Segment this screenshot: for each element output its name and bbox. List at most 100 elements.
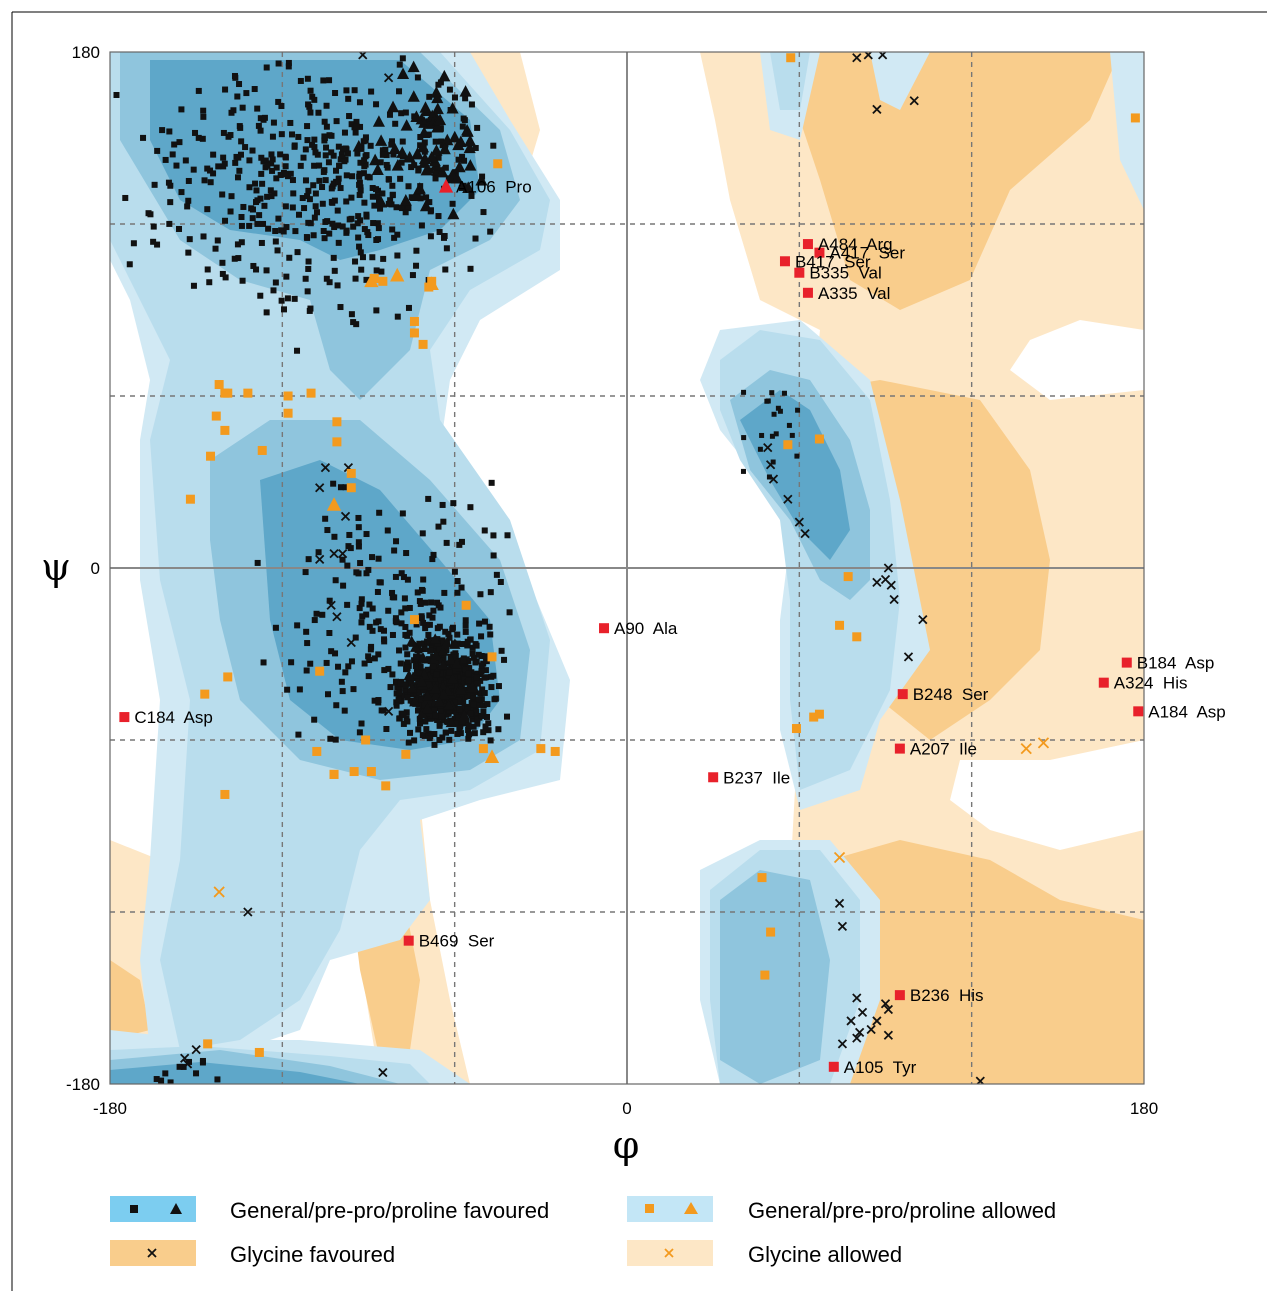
favoured-triangle xyxy=(396,146,409,158)
favoured-point xyxy=(398,692,405,699)
glycine-favoured-point xyxy=(852,1033,862,1043)
favoured-point xyxy=(375,555,382,562)
favoured-point xyxy=(273,175,280,182)
favoured-point xyxy=(366,601,373,608)
favoured-triangle xyxy=(417,652,429,663)
favoured-point xyxy=(350,319,357,326)
allowed-point xyxy=(257,445,267,455)
favoured-point xyxy=(406,629,413,636)
allowed-point xyxy=(243,388,253,398)
glycine-favoured-point xyxy=(783,494,793,504)
allowed-point xyxy=(329,769,339,779)
favoured-point xyxy=(227,132,234,139)
favoured-point xyxy=(358,619,365,626)
favoured-point xyxy=(365,566,372,573)
favoured-point xyxy=(396,685,403,692)
glycine-favoured-point xyxy=(855,1027,865,1038)
allowed-point xyxy=(783,440,793,450)
cross-stroke xyxy=(903,652,914,662)
favoured-point xyxy=(434,599,441,606)
favoured-point xyxy=(363,152,370,159)
favoured-point xyxy=(322,515,329,522)
favoured-point xyxy=(425,131,432,138)
favoured-point xyxy=(423,621,430,628)
favoured-point xyxy=(490,532,497,539)
outlier-point xyxy=(794,267,805,278)
favoured-point xyxy=(472,145,479,152)
favoured-point xyxy=(373,307,380,314)
favoured-point xyxy=(222,217,229,224)
favoured-point xyxy=(436,722,443,729)
favoured-point xyxy=(313,209,320,216)
favoured-point xyxy=(392,615,399,622)
favoured-triangle xyxy=(431,102,444,115)
favoured-point xyxy=(393,619,400,626)
favoured-point xyxy=(351,87,358,94)
favoured-point xyxy=(282,203,289,210)
favoured-point xyxy=(315,109,322,116)
favoured-point xyxy=(404,659,411,666)
favoured-point xyxy=(356,191,363,198)
favoured-point xyxy=(402,631,409,638)
favoured-point xyxy=(227,208,234,215)
favoured-point xyxy=(339,556,346,563)
favoured-point xyxy=(487,589,494,596)
favoured-point xyxy=(442,266,449,273)
cross-stroke xyxy=(794,517,804,527)
favoured-point xyxy=(321,134,328,141)
favoured-point xyxy=(487,631,494,638)
favoured-point xyxy=(278,103,285,110)
favoured-point xyxy=(328,149,335,156)
favoured-point xyxy=(465,735,472,742)
favoured-point xyxy=(297,162,304,169)
legend-marker-cross xyxy=(664,1248,674,1258)
favoured-point xyxy=(490,672,497,679)
favoured-point xyxy=(375,236,382,243)
favoured-triangle xyxy=(449,638,461,649)
favoured-point xyxy=(436,646,443,653)
favoured-point xyxy=(457,721,464,728)
favoured-point xyxy=(385,200,392,207)
glycine-favoured-point xyxy=(180,1053,190,1063)
favoured-point xyxy=(461,676,468,683)
favoured-point xyxy=(364,173,371,180)
favoured-point xyxy=(261,202,268,209)
favoured-triangle xyxy=(416,707,428,719)
favoured-point xyxy=(395,696,402,703)
favoured-triangle xyxy=(409,695,421,707)
favoured-point xyxy=(275,215,282,222)
favoured-point xyxy=(402,109,409,116)
favoured-point xyxy=(238,222,245,229)
favoured-point xyxy=(265,225,272,232)
glycine-favoured-point xyxy=(315,483,325,493)
favoured-point xyxy=(335,239,342,246)
favoured-point xyxy=(393,702,400,709)
favoured-point xyxy=(158,1077,165,1084)
favoured-point xyxy=(289,204,296,211)
glycine-favoured-point xyxy=(883,1030,894,1040)
favoured-point xyxy=(482,667,489,674)
favoured-point xyxy=(400,574,407,581)
glycine-favoured-point xyxy=(918,614,928,625)
outlier-label: B248 Ser xyxy=(913,685,989,704)
favoured-point xyxy=(305,258,312,265)
favoured-point xyxy=(400,711,407,718)
favoured-point xyxy=(468,101,475,108)
favoured-triangle xyxy=(448,130,461,143)
favoured-point xyxy=(408,680,415,687)
favoured-point xyxy=(435,213,442,220)
favoured-point xyxy=(795,407,801,413)
favoured-point xyxy=(455,697,462,704)
favoured-point xyxy=(206,279,213,286)
favoured-point xyxy=(393,538,400,545)
favoured-point xyxy=(365,653,372,660)
favoured-point xyxy=(356,181,363,188)
favoured-point xyxy=(374,588,381,595)
favoured-point xyxy=(234,174,241,181)
favoured-point xyxy=(402,623,409,630)
allowed-point xyxy=(214,380,224,390)
favoured-point xyxy=(483,713,490,720)
favoured-point xyxy=(374,193,381,200)
favoured-point xyxy=(192,129,199,136)
favoured-point xyxy=(358,720,365,727)
